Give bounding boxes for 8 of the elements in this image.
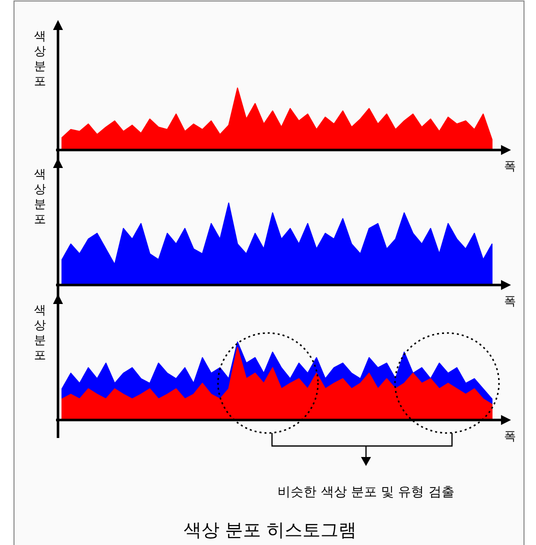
- y-axis-title: 색상분포: [34, 29, 46, 88]
- x-axis-title: 폭: [504, 294, 516, 308]
- y-axis-title: 색상분포: [34, 167, 46, 226]
- text: 비슷한 색상 분포 및 유형 검출: [278, 485, 454, 500]
- x-axis-title: 폭: [504, 429, 516, 443]
- text: 색상 분포 히스토그램: [183, 520, 357, 541]
- y-axis-title: 색상분포: [34, 303, 46, 362]
- x-axis-title: 폭: [504, 159, 516, 173]
